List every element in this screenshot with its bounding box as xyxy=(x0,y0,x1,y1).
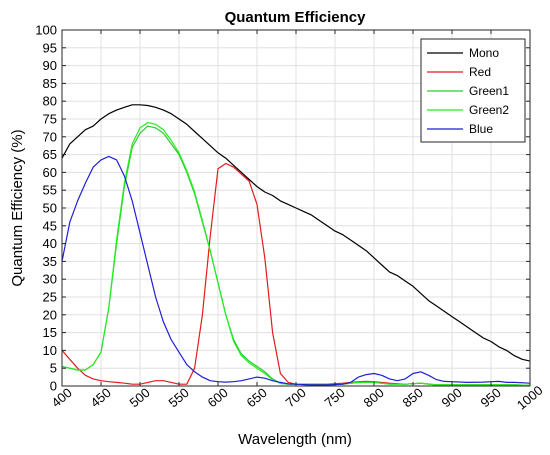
y-tick-label: 60 xyxy=(43,165,57,180)
y-tick-label: 70 xyxy=(43,129,57,144)
y-tick-label: 55 xyxy=(43,183,57,198)
y-tick-label: 25 xyxy=(43,290,57,305)
grid xyxy=(61,29,531,387)
series-line-green2 xyxy=(61,122,531,386)
y-tick-label: 30 xyxy=(43,272,57,287)
y-tick-label: 80 xyxy=(43,94,57,109)
y-tick-label: 65 xyxy=(43,147,57,162)
x-axis-label: Wavelength (nm) xyxy=(238,431,352,448)
legend-label-blue: Blue xyxy=(469,122,493,136)
series-line-blue xyxy=(61,155,531,386)
y-tick-label: 10 xyxy=(43,343,57,358)
y-tick-label: 95 xyxy=(43,40,57,55)
y-tick-label: 35 xyxy=(43,254,57,269)
legend-label-red: Red xyxy=(469,65,491,79)
legend-label-green2: Green2 xyxy=(469,103,509,117)
y-tick-label: 40 xyxy=(43,236,57,251)
y-axis-label: Quantum Efficiency (%) xyxy=(9,129,26,286)
legend: Mono Red Green1 Green2 Blue xyxy=(420,38,526,143)
y-tick-label: 100 xyxy=(35,23,57,38)
legend-label-green1: Green1 xyxy=(469,84,509,98)
series-layer xyxy=(61,104,531,386)
y-tick-label: 15 xyxy=(43,325,57,340)
y-tick-label: 50 xyxy=(43,201,57,216)
y-tick-label: 0 xyxy=(50,379,57,394)
y-tick-label: 5 xyxy=(50,361,57,376)
y-tick-label: 85 xyxy=(43,76,57,91)
y-tick-label: 45 xyxy=(43,218,57,233)
series-line-mono xyxy=(61,104,531,362)
legend-label-mono: Mono xyxy=(469,46,499,60)
y-tick-label: 75 xyxy=(43,112,57,127)
y-tick-label: 90 xyxy=(43,58,57,73)
chart-title: Quantum Efficiency xyxy=(225,9,367,26)
y-tick-label: 20 xyxy=(43,307,57,322)
